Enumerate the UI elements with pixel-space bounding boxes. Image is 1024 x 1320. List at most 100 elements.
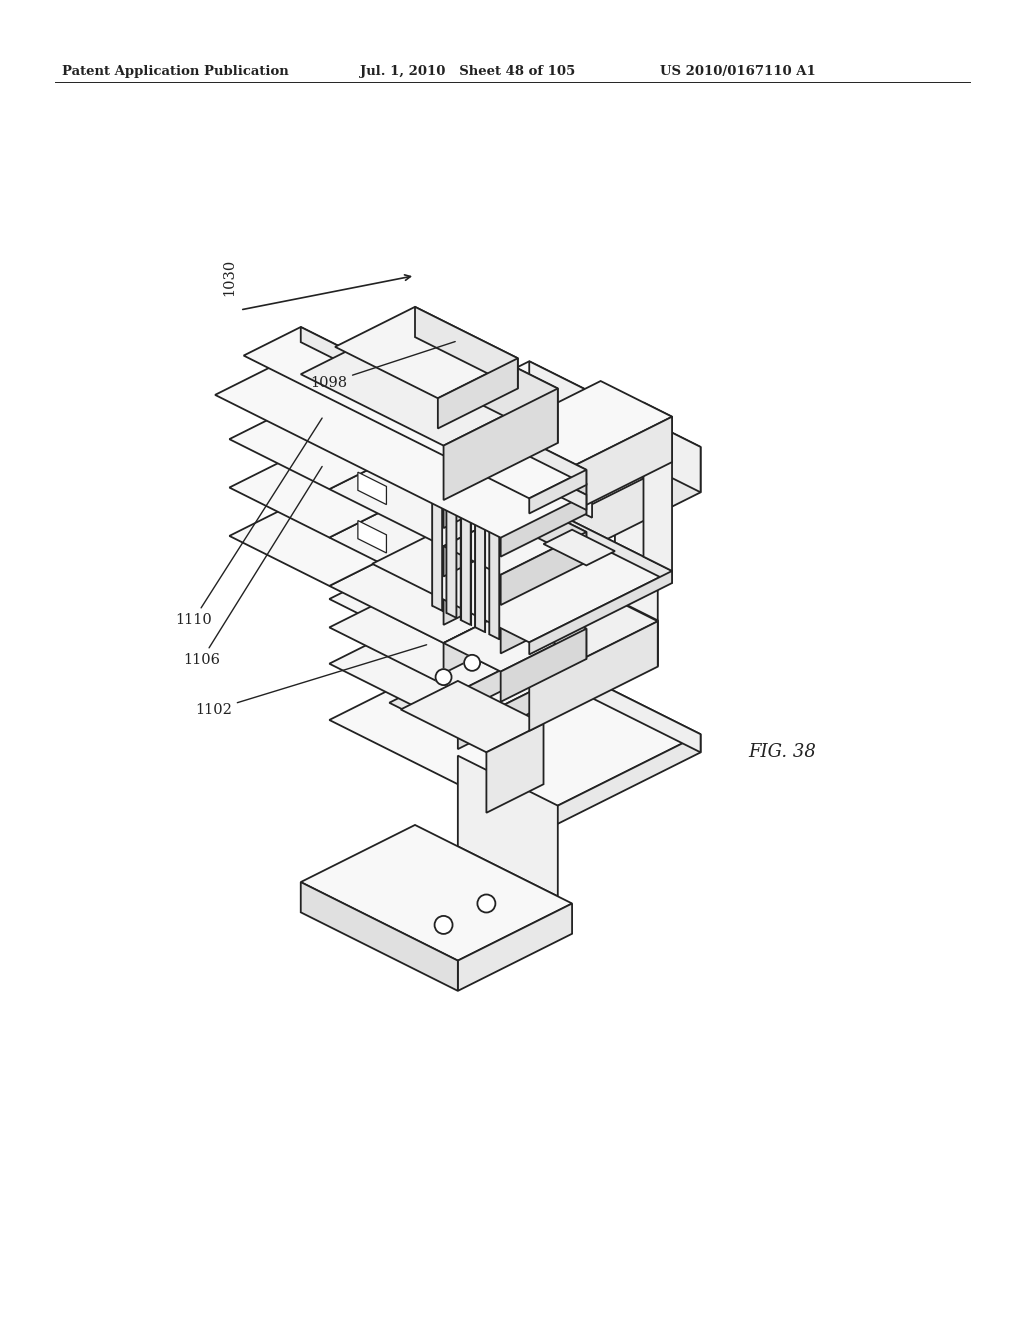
Text: 1102: 1102 (195, 644, 427, 717)
Polygon shape (572, 490, 592, 517)
Polygon shape (572, 449, 643, 496)
Polygon shape (615, 417, 657, 620)
Circle shape (477, 895, 496, 912)
Polygon shape (475, 433, 485, 632)
Polygon shape (429, 577, 558, 663)
Polygon shape (429, 614, 558, 700)
Polygon shape (315, 494, 415, 573)
Polygon shape (544, 529, 615, 565)
Polygon shape (486, 723, 544, 813)
Polygon shape (415, 397, 529, 486)
Polygon shape (486, 424, 643, 502)
Polygon shape (461, 426, 471, 624)
Polygon shape (558, 424, 643, 479)
Polygon shape (572, 417, 672, 512)
Text: US 2010/0167110 A1: US 2010/0167110 A1 (660, 66, 816, 78)
Polygon shape (357, 424, 386, 457)
Polygon shape (330, 397, 529, 498)
Polygon shape (458, 678, 558, 750)
Polygon shape (301, 317, 558, 446)
Polygon shape (458, 903, 572, 991)
Circle shape (464, 655, 480, 671)
Polygon shape (330, 528, 657, 692)
Polygon shape (229, 348, 415, 441)
Polygon shape (301, 352, 587, 510)
Text: 1110: 1110 (175, 418, 323, 627)
Polygon shape (443, 455, 529, 528)
Polygon shape (330, 577, 558, 692)
Polygon shape (458, 642, 558, 713)
Polygon shape (400, 681, 544, 752)
Polygon shape (415, 495, 529, 582)
Polygon shape (415, 446, 529, 533)
Polygon shape (443, 388, 558, 500)
Polygon shape (335, 306, 518, 399)
Polygon shape (443, 503, 529, 577)
Polygon shape (515, 492, 672, 583)
Polygon shape (315, 396, 415, 477)
Polygon shape (372, 492, 672, 643)
Polygon shape (315, 348, 415, 428)
Circle shape (435, 669, 452, 685)
Polygon shape (643, 403, 672, 572)
Polygon shape (529, 572, 672, 655)
Polygon shape (515, 620, 657, 737)
Polygon shape (389, 689, 446, 717)
Polygon shape (301, 882, 458, 991)
Polygon shape (501, 628, 587, 702)
Polygon shape (229, 494, 415, 586)
Polygon shape (443, 601, 587, 672)
Polygon shape (244, 327, 587, 499)
Text: Jul. 1, 2010   Sheet 48 of 105: Jul. 1, 2010 Sheet 48 of 105 (360, 66, 575, 78)
Polygon shape (572, 466, 643, 515)
Polygon shape (438, 358, 518, 429)
Polygon shape (446, 420, 457, 618)
Polygon shape (418, 664, 446, 717)
Polygon shape (357, 362, 700, 533)
Polygon shape (529, 622, 657, 731)
Polygon shape (443, 552, 529, 624)
Polygon shape (301, 327, 587, 484)
Circle shape (434, 916, 453, 935)
Text: 1030: 1030 (222, 259, 236, 296)
Polygon shape (301, 825, 572, 961)
Polygon shape (215, 352, 587, 537)
Polygon shape (415, 543, 529, 631)
Polygon shape (529, 552, 587, 611)
Polygon shape (443, 503, 587, 574)
Polygon shape (443, 601, 529, 673)
Text: Patent Application Publication: Patent Application Publication (62, 66, 289, 78)
Polygon shape (529, 601, 587, 659)
Polygon shape (486, 405, 643, 484)
Polygon shape (443, 455, 587, 527)
Polygon shape (330, 446, 529, 546)
Polygon shape (330, 614, 558, 727)
Polygon shape (415, 317, 558, 444)
Polygon shape (529, 503, 587, 562)
Polygon shape (458, 755, 558, 896)
Polygon shape (357, 473, 386, 504)
Polygon shape (330, 635, 700, 820)
Polygon shape (386, 550, 657, 685)
Polygon shape (529, 734, 700, 838)
Polygon shape (357, 520, 386, 553)
Polygon shape (501, 381, 672, 467)
Polygon shape (529, 447, 700, 578)
Polygon shape (472, 528, 657, 665)
Polygon shape (529, 470, 587, 513)
Polygon shape (330, 495, 529, 594)
Text: FIG. 38: FIG. 38 (748, 743, 816, 762)
Polygon shape (558, 405, 643, 461)
Polygon shape (330, 543, 529, 643)
Polygon shape (529, 362, 700, 492)
Text: 1098: 1098 (310, 342, 456, 389)
Text: 1106: 1106 (183, 466, 323, 667)
Polygon shape (229, 396, 415, 490)
Polygon shape (501, 635, 700, 752)
Polygon shape (501, 483, 587, 557)
Polygon shape (229, 445, 415, 537)
Polygon shape (443, 552, 587, 623)
Polygon shape (315, 445, 415, 525)
Polygon shape (529, 455, 587, 513)
Polygon shape (415, 306, 518, 388)
